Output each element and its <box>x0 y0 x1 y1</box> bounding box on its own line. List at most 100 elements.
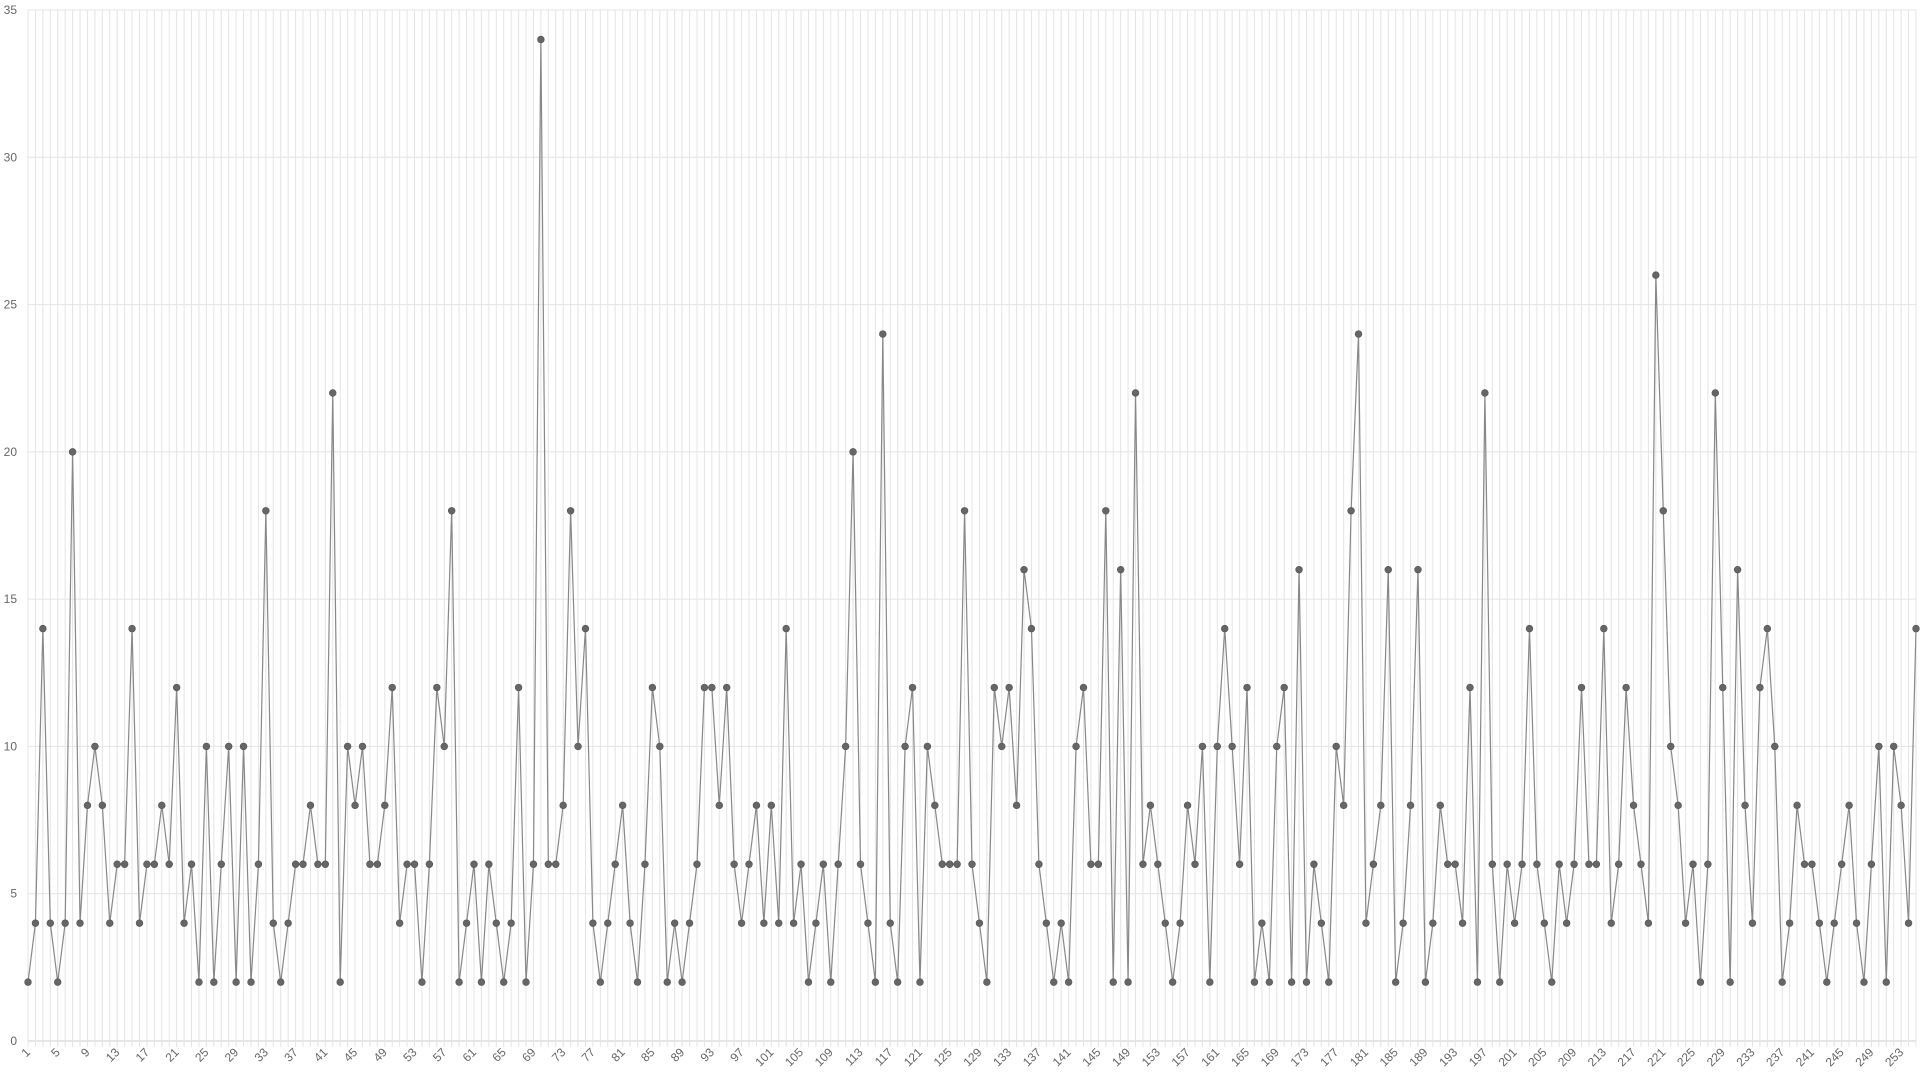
x-tick-label: 53 <box>400 1045 420 1065</box>
x-tick-label: 161 <box>1198 1045 1222 1069</box>
data-point <box>351 801 359 810</box>
data-point <box>1258 919 1266 927</box>
data-point <box>269 919 277 927</box>
data-point <box>841 742 850 751</box>
data-point <box>1481 389 1489 397</box>
data-point <box>1050 978 1058 986</box>
data-point <box>1756 683 1764 692</box>
data-point <box>1852 919 1861 927</box>
data-point <box>54 978 62 986</box>
x-tick-label: 25 <box>192 1045 212 1065</box>
x-tick-label: 125 <box>931 1045 955 1069</box>
data-point <box>1689 860 1697 868</box>
data-point <box>1719 683 1727 692</box>
x-tick-label: 145 <box>1079 1045 1103 1069</box>
data-point <box>1607 919 1615 927</box>
data-point <box>1600 624 1608 633</box>
x-tick-label: 45 <box>341 1045 361 1065</box>
data-point <box>1139 860 1147 868</box>
y-tick-label: 30 <box>4 150 18 164</box>
data-point <box>39 624 47 633</box>
data-point <box>1622 683 1630 692</box>
data-point <box>1570 860 1578 868</box>
data-point <box>1079 683 1088 692</box>
x-tick-label: 81 <box>608 1045 628 1065</box>
data-point <box>893 978 902 986</box>
x-tick-label: 85 <box>638 1045 658 1065</box>
data-point <box>83 801 92 810</box>
x-tick-label: 109 <box>812 1045 836 1069</box>
data-point <box>968 860 976 868</box>
data-point <box>1235 860 1244 868</box>
data-point <box>708 683 716 692</box>
data-point <box>202 742 211 751</box>
x-tick-label: 225 <box>1674 1045 1698 1069</box>
data-point <box>477 978 486 986</box>
data-point <box>172 683 181 692</box>
data-point <box>1057 919 1065 927</box>
data-point <box>1748 919 1757 927</box>
data-point <box>1466 683 1474 692</box>
x-tick-label: 17 <box>133 1045 153 1065</box>
x-tick-label: 233 <box>1734 1045 1758 1069</box>
data-point <box>358 742 367 751</box>
x-tick-label: 241 <box>1793 1045 1817 1069</box>
data-point <box>113 860 121 868</box>
data-point <box>1912 624 1920 633</box>
data-point <box>135 919 144 927</box>
data-point <box>1035 860 1043 868</box>
data-point <box>804 978 813 986</box>
x-tick-label: 245 <box>1823 1045 1847 1069</box>
x-tick-label: 13 <box>103 1045 123 1065</box>
data-point <box>656 742 664 751</box>
data-point <box>1042 919 1051 927</box>
x-tick-label: 197 <box>1466 1045 1490 1069</box>
data-point <box>1808 860 1816 868</box>
data-point <box>1436 801 1444 810</box>
data-point <box>1072 742 1080 751</box>
x-tick-label: 249 <box>1852 1045 1876 1069</box>
data-point <box>1131 389 1140 397</box>
data-point <box>834 860 842 868</box>
data-point <box>1458 919 1467 927</box>
data-point <box>1510 919 1519 927</box>
x-tick-label: 105 <box>782 1045 806 1069</box>
data-point <box>366 860 374 868</box>
data-point <box>529 860 538 868</box>
data-point <box>24 978 32 986</box>
data-point <box>752 801 761 810</box>
data-point <box>700 683 709 692</box>
data-point <box>574 742 582 751</box>
x-tick-label: 9 <box>78 1045 93 1060</box>
x-tick-label: 137 <box>1020 1045 1044 1069</box>
x-tick-label: 213 <box>1585 1045 1609 1069</box>
data-point <box>849 448 857 456</box>
data-point <box>1198 742 1207 751</box>
grid-layer <box>27 9 1917 1047</box>
data-point <box>1020 565 1028 574</box>
data-point <box>150 860 159 868</box>
data-point <box>1421 978 1430 986</box>
data-point <box>1555 860 1563 868</box>
data-point <box>611 860 619 868</box>
data-point <box>217 860 225 868</box>
data-point <box>1733 565 1742 574</box>
y-tick-label: 20 <box>4 445 18 459</box>
x-tick-label: 237 <box>1763 1045 1787 1069</box>
data-point <box>492 919 500 927</box>
x-tick-label: 165 <box>1228 1045 1252 1069</box>
data-point <box>433 683 441 692</box>
data-point <box>1310 860 1318 868</box>
data-point <box>1882 978 1890 986</box>
data-point <box>1525 624 1534 633</box>
data-point <box>960 507 969 515</box>
data-point <box>1406 801 1415 810</box>
data-point <box>306 801 315 810</box>
data-point <box>871 978 880 986</box>
data-point <box>440 742 448 751</box>
data-point <box>1005 683 1013 692</box>
data-point <box>998 742 1006 751</box>
data-point <box>864 919 872 927</box>
data-point <box>1785 919 1794 927</box>
data-point <box>1339 801 1348 810</box>
